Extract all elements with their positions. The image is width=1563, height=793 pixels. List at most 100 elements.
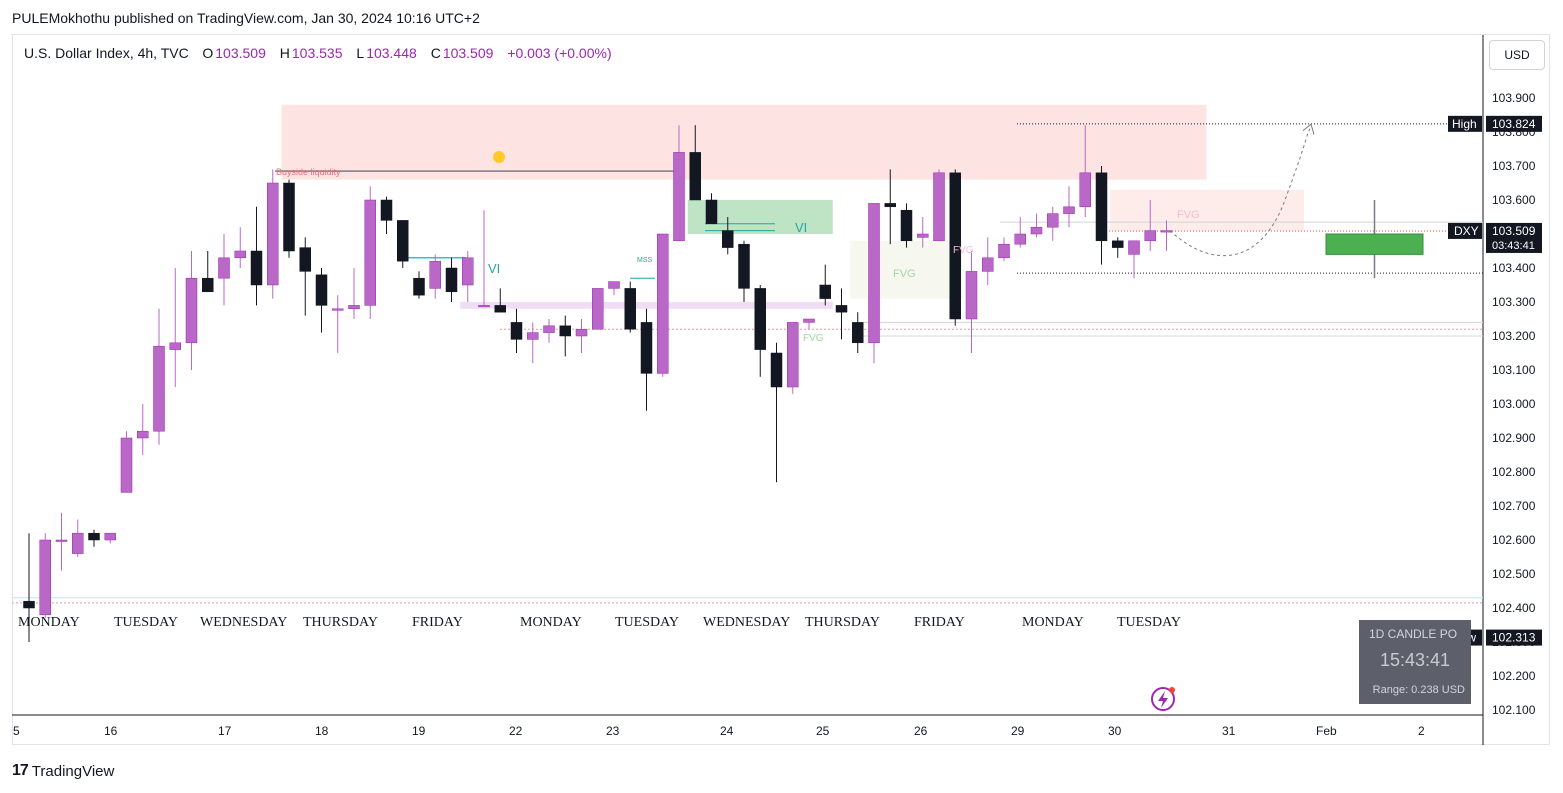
projected-path — [1169, 128, 1311, 257]
high-tag-label: High — [1452, 117, 1477, 131]
x-tick-label: 2 — [1418, 724, 1425, 738]
change-value: +0.003 (+0.00%) — [507, 45, 612, 61]
tradingview-logo-icon: 17 — [12, 762, 29, 779]
candle — [72, 519, 84, 557]
projected-arrowhead — [1302, 123, 1315, 135]
currency-button[interactable]: USD — [1489, 40, 1545, 70]
brand-text: TradingView — [31, 762, 115, 780]
candle-body — [884, 203, 896, 208]
x-tick-label: 16 — [104, 724, 118, 738]
candle-body — [592, 288, 604, 330]
candle — [527, 322, 539, 364]
candle-body — [1095, 172, 1108, 242]
day-label: MONDAY — [1022, 615, 1084, 630]
candle-body — [315, 274, 328, 306]
candle-body — [527, 332, 539, 340]
candle-body — [348, 305, 360, 310]
candle — [624, 281, 636, 333]
candle — [332, 295, 344, 353]
candle — [754, 285, 766, 377]
low-price-label: 102.313 — [1492, 631, 1536, 645]
candle-body — [900, 209, 913, 242]
candle — [884, 169, 896, 245]
candle-body — [429, 260, 441, 289]
candle-body — [218, 257, 230, 279]
mss-label: MSS — [637, 257, 653, 264]
dxy-price-tag — [1486, 222, 1542, 253]
candle-body — [803, 318, 815, 323]
candle-body — [998, 243, 1010, 259]
candle-body — [380, 199, 393, 221]
candle-body — [559, 325, 571, 337]
candle — [88, 529, 100, 547]
y-tick-label: 102.100 — [1492, 703, 1536, 717]
vi-label-2: VI — [795, 220, 807, 235]
candle — [315, 268, 328, 333]
candle — [23, 533, 35, 642]
candle — [640, 308, 653, 411]
day-label: THURSDAY — [805, 615, 880, 630]
candle — [299, 237, 311, 316]
candle — [917, 217, 929, 248]
candle — [380, 196, 393, 234]
dxy-tag — [1448, 222, 1482, 239]
y-tick-label: 103.000 — [1492, 397, 1536, 411]
candle-body — [982, 257, 994, 272]
day-label: THURSDAY — [303, 615, 378, 630]
candle — [1079, 125, 1091, 217]
candle-body — [397, 220, 409, 262]
fvg-label-1: FVG — [893, 268, 916, 280]
candle — [39, 533, 51, 619]
candle-body — [494, 305, 506, 313]
candle-body — [640, 322, 653, 374]
y-tick-label: 102.200 — [1492, 669, 1536, 683]
candle — [835, 288, 848, 340]
day-label: FRIDAY — [914, 615, 965, 630]
candle — [429, 254, 441, 299]
y-tick-label: 103.100 — [1492, 363, 1536, 377]
y-tick-label: 103.400 — [1492, 261, 1536, 275]
x-tick-label: 5 — [13, 724, 20, 738]
x-tick-label: 19 — [412, 724, 426, 738]
high-value: 103.535 — [291, 45, 343, 61]
low-value: 103.448 — [366, 45, 417, 61]
candle — [868, 203, 880, 364]
vi-label-1: VI — [488, 261, 500, 276]
notification-dot-icon — [1169, 687, 1175, 693]
candle — [1030, 213, 1043, 238]
candle-body — [1112, 240, 1124, 248]
candle-body — [169, 342, 181, 350]
candle — [153, 308, 165, 445]
fvg-label-2: FVG — [803, 333, 824, 344]
candle-body — [283, 182, 295, 252]
x-tick-label: 25 — [816, 724, 830, 738]
candle-body — [88, 532, 100, 541]
x-tick-label: 23 — [606, 724, 620, 738]
candle-body — [705, 199, 718, 225]
candle — [1160, 220, 1173, 251]
tradingview-brand[interactable]: 17 TradingView — [12, 762, 114, 780]
candle — [185, 251, 198, 370]
day-label: TUESDAY — [615, 615, 679, 630]
candle-body — [153, 345, 165, 432]
symbol-header[interactable]: U.S. Dollar Index, 4h, TVC O 103.509 H 103… — [24, 45, 622, 61]
candle-body — [543, 325, 555, 333]
y-tick-label: 103.300 — [1492, 295, 1536, 309]
candle — [445, 257, 458, 302]
candle-body — [917, 233, 929, 238]
candle-body — [267, 182, 279, 286]
low-price-tag — [1486, 629, 1542, 646]
candle — [348, 268, 360, 319]
candle-body — [722, 230, 734, 248]
day-label: WEDNESDAY — [200, 615, 287, 630]
candle-countdown-panel: 1D CANDLE PO 15:43:41 Range: 0.238 USD — [1359, 620, 1471, 704]
candle — [1095, 166, 1108, 265]
candle — [705, 193, 718, 225]
candle-body — [299, 247, 311, 272]
candle-body — [754, 288, 766, 350]
candle — [462, 251, 474, 302]
candle-body — [689, 152, 701, 201]
range-zone — [460, 302, 833, 309]
high-price-label: 103.824 — [1492, 117, 1536, 131]
